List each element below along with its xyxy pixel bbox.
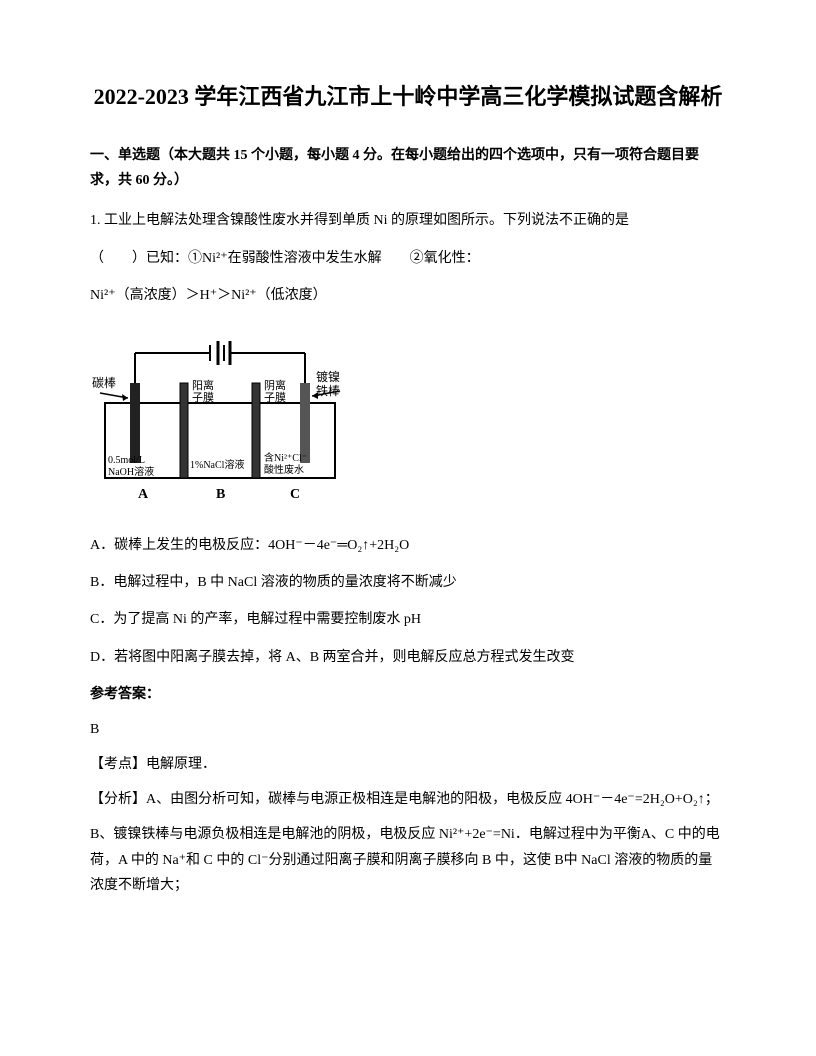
option-b: B．电解过程中，B 中 NaCl 溶液的物质的量浓度将不断减少 [90,570,726,595]
electrolysis-diagram: 碳棒 阳离 子膜 阴离 子膜 镀镍 铁棒 0.5mol/L NaOH溶液 1%N… [90,323,726,513]
svg-text:A: A [138,487,149,502]
option-d: D．若将图中阳离子膜去掉，将 A、B 两室合并，则电解反应总方程式发生改变 [90,645,726,670]
answer-value: B [90,717,726,742]
answer-analysis-a: 【分析】A、由图分析可知，碳棒与电源正极相连是电解池的阳极，电极反应 4OH⁻－… [90,787,726,812]
svg-text:子膜: 子膜 [192,391,214,404]
svg-text:NaOH溶液: NaOH溶液 [108,465,154,478]
answer-label: 参考答案： [90,682,726,707]
svg-text:铁棒: 铁棒 [316,384,340,398]
svg-text:子膜: 子膜 [264,391,286,404]
question-1-stem: 1. 工业上电解法处理含镍酸性废水并得到单质 Ni 的原理如图所示。下列说法不正… [90,208,726,233]
svg-text:酸性废水: 酸性废水 [264,463,304,476]
question-1-given-2: Ni²⁺（高浓度）＞H⁺＞Ni²⁺（低浓度） [90,283,726,308]
svg-text:C: C [290,487,300,502]
option-c: C．为了提高 Ni 的产率，电解过程中需要控制废水 pH [90,607,726,632]
answer-point: 【考点】电解原理． [90,752,726,777]
answer-analysis-b: B、镀镍铁棒与电源负极相连是电解池的阴极，电极反应 Ni²⁺+2e⁻=Ni．电解… [90,822,726,898]
exam-title: 2022-2023 学年江西省九江市上十岭中学高三化学模拟试题含解析 [90,80,726,113]
option-a: A．碳棒上发生的电极反应：4OH⁻－4e⁻═O₂↑+2H₂O [90,533,726,558]
svg-text:B: B [216,487,225,502]
section-header: 一、单选题（本大题共 15 个小题，每小题 4 分。在每小题给出的四个选项中，只… [90,143,726,193]
svg-text:含Ni²⁺Cl⁻: 含Ni²⁺Cl⁻ [264,451,307,464]
svg-text:镀镍: 镀镍 [316,370,340,384]
svg-text:碳棒: 碳棒 [92,376,116,390]
svg-text:阴离: 阴离 [264,378,286,392]
svg-text:0.5mol/L: 0.5mol/L [108,455,145,466]
question-1-given-1: （ ）已知：①Ni²⁺在弱酸性溶液中发生水解 ②氧化性： [90,246,726,271]
svg-text:1%NaCl溶液: 1%NaCl溶液 [190,458,244,471]
svg-text:阳离: 阳离 [192,378,214,392]
